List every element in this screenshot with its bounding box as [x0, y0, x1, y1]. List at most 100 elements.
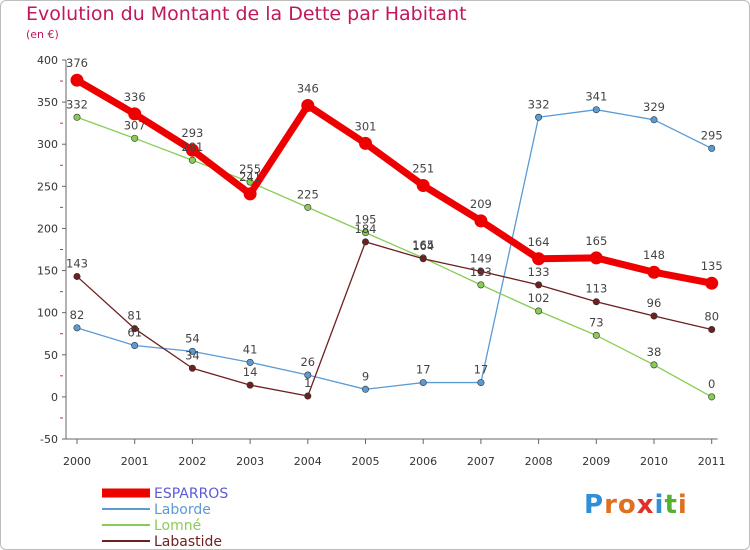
data-point — [708, 393, 716, 401]
logo-letter: P — [584, 490, 605, 520]
data-label: 113 — [585, 282, 607, 296]
data-point — [416, 178, 430, 192]
data-label: 61 — [127, 326, 142, 340]
series-layer — [70, 73, 719, 401]
data-label: 41 — [243, 342, 258, 356]
y-tick-label: 0 — [51, 391, 58, 404]
x-tick-label: 2000 — [63, 455, 91, 468]
data-label: 255 — [239, 162, 261, 176]
data-label: 241 — [239, 170, 261, 184]
data-point — [419, 255, 427, 263]
data-point — [650, 312, 658, 320]
data-label: 209 — [470, 197, 492, 211]
data-point — [474, 214, 488, 228]
data-label: 148 — [643, 248, 665, 262]
series-labastide — [73, 238, 716, 400]
y-tick-label: 150 — [37, 265, 58, 278]
data-point — [359, 136, 372, 150]
series-line — [73, 76, 716, 287]
logo-letter: t — [664, 490, 678, 520]
data-point — [185, 143, 199, 157]
y-tick-label: 200 — [37, 222, 58, 235]
series-line — [76, 116, 713, 398]
data-point — [592, 331, 600, 339]
y-tick-label: 400 — [37, 54, 58, 67]
data-point — [188, 156, 196, 164]
data-label: 135 — [701, 259, 723, 273]
data-label: 332 — [528, 97, 550, 111]
x-tick-label: 2002 — [178, 455, 206, 468]
logo-letter: i — [654, 490, 665, 520]
data-point — [592, 298, 600, 306]
x-tick-label: 2003 — [236, 455, 264, 468]
legend-item-laborde: Laborde — [102, 502, 211, 518]
data-label: 293 — [181, 126, 203, 140]
data-point — [304, 392, 312, 400]
x-tick-label: 2004 — [294, 455, 322, 468]
data-label: 341 — [585, 90, 607, 104]
y-tick-label: -50 — [40, 433, 58, 446]
x-tick-label: 2005 — [352, 455, 380, 468]
data-point — [592, 106, 600, 114]
data-label: 82 — [70, 308, 85, 322]
data-point — [243, 187, 257, 201]
data-point — [304, 203, 312, 211]
data-point — [535, 281, 543, 289]
data-label: 165 — [412, 238, 434, 252]
data-point — [188, 364, 196, 372]
data-label: 165 — [585, 234, 607, 248]
y-tick-label: 300 — [37, 138, 58, 151]
data-point — [73, 113, 81, 121]
data-point — [477, 379, 485, 387]
y-tick-label: 100 — [37, 307, 58, 320]
data-point — [361, 238, 369, 246]
legend-label: Laborde — [154, 502, 211, 518]
x-tick-label: 2001 — [121, 455, 149, 468]
logo-letter: i — [677, 490, 688, 520]
data-point — [650, 361, 658, 369]
data-label: 336 — [124, 90, 146, 104]
chart-title: Evolution du Montant de la Dette par Hab… — [26, 3, 467, 25]
data-label: 332 — [66, 97, 88, 111]
data-label: 17 — [416, 363, 431, 377]
data-point — [73, 324, 81, 332]
y-tick-label: 50 — [44, 349, 58, 362]
data-label: 184 — [355, 222, 377, 236]
series-esparros — [70, 73, 719, 290]
data-label: 295 — [701, 128, 723, 142]
logo-letter: r — [604, 490, 618, 520]
data-point — [246, 358, 254, 366]
data-label: 102 — [528, 291, 550, 305]
data-point — [131, 342, 139, 350]
data-point — [589, 251, 603, 265]
data-point — [188, 347, 196, 355]
data-label: 307 — [124, 118, 146, 132]
data-label: 9 — [362, 369, 369, 383]
data-point — [246, 381, 254, 389]
data-point — [532, 252, 546, 266]
data-label: 195 — [355, 213, 377, 227]
data-label: 73 — [589, 315, 604, 329]
data-label: 133 — [528, 265, 550, 279]
data-label: 143 — [66, 256, 88, 270]
data-point — [128, 107, 142, 121]
data-label: 17 — [474, 363, 489, 377]
data-label: 80 — [704, 310, 719, 324]
series-line — [76, 241, 713, 397]
x-tick-label: 2007 — [467, 455, 495, 468]
legend-label: Labastide — [154, 534, 222, 550]
x-tick-label: 2010 — [640, 455, 668, 468]
legend-label: Lomné — [154, 518, 201, 534]
logo-letter: x — [636, 490, 655, 520]
data-label: 281 — [181, 140, 203, 154]
data-point — [535, 307, 543, 315]
data-label: 81 — [127, 309, 142, 323]
data-point — [650, 116, 658, 124]
x-tick-label: 2008 — [525, 455, 553, 468]
proxiti-logo: Proxiti — [584, 490, 688, 520]
chart-subtitle: (en €) — [26, 28, 59, 41]
data-point — [705, 276, 719, 290]
data-point — [131, 134, 139, 142]
